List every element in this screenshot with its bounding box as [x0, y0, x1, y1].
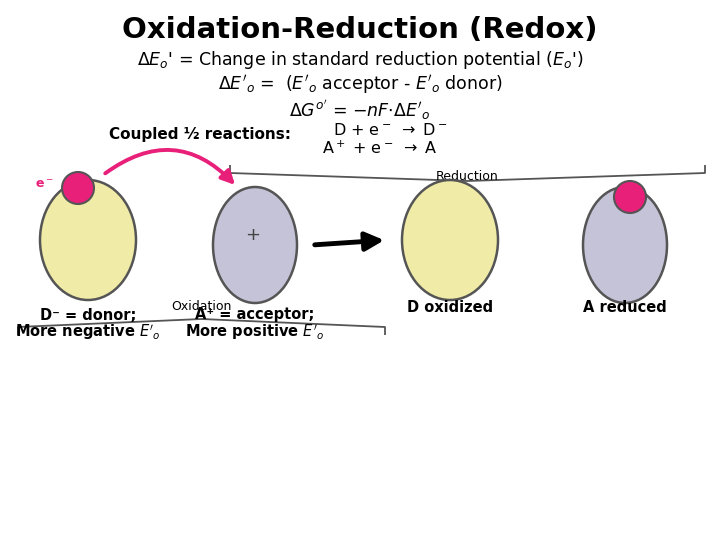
Text: More negative $E'_o$: More negative $E'_o$	[15, 322, 161, 342]
Text: e$^-$: e$^-$	[35, 179, 54, 192]
FancyArrowPatch shape	[315, 234, 379, 249]
Text: $\Delta E'_o$ =  ($E'_o$ acceptor - $E'_o$ donor): $\Delta E'_o$ = ($E'_o$ acceptor - $E'_o…	[217, 73, 503, 97]
Ellipse shape	[402, 180, 498, 300]
FancyArrowPatch shape	[105, 150, 232, 182]
Circle shape	[614, 181, 646, 213]
Text: D⁻ = donor;: D⁻ = donor;	[40, 307, 136, 322]
Text: $\Delta G^{o'}$ = $-nF{\cdot}\Delta E'_o$: $\Delta G^{o'}$ = $-nF{\cdot}\Delta E'_o…	[289, 98, 431, 122]
Text: Oxidation-Reduction (Redox): Oxidation-Reduction (Redox)	[122, 16, 598, 44]
Text: Oxidation: Oxidation	[171, 300, 232, 314]
Circle shape	[62, 172, 94, 204]
Text: A reduced: A reduced	[583, 300, 667, 314]
Ellipse shape	[213, 187, 297, 303]
Text: A⁺ = acceptor;: A⁺ = acceptor;	[195, 307, 315, 322]
Ellipse shape	[40, 180, 136, 300]
Text: D oxidized: D oxidized	[407, 300, 493, 314]
Text: +: +	[246, 226, 261, 244]
Ellipse shape	[583, 187, 667, 303]
Text: Coupled ½ reactions:: Coupled ½ reactions:	[109, 127, 291, 143]
Text: A$^+$ + e$^-$ $\rightarrow$ A: A$^+$ + e$^-$ $\rightarrow$ A	[322, 139, 438, 157]
Text: D + e$^-$ $\rightarrow$ D$^-$: D + e$^-$ $\rightarrow$ D$^-$	[333, 122, 447, 138]
Text: More positive $E'_o$: More positive $E'_o$	[185, 322, 325, 342]
Text: Reduction: Reduction	[436, 171, 499, 184]
Text: $\Delta E_o$' = Change in standard reduction potential ($E_o$'): $\Delta E_o$' = Change in standard reduc…	[137, 49, 583, 71]
